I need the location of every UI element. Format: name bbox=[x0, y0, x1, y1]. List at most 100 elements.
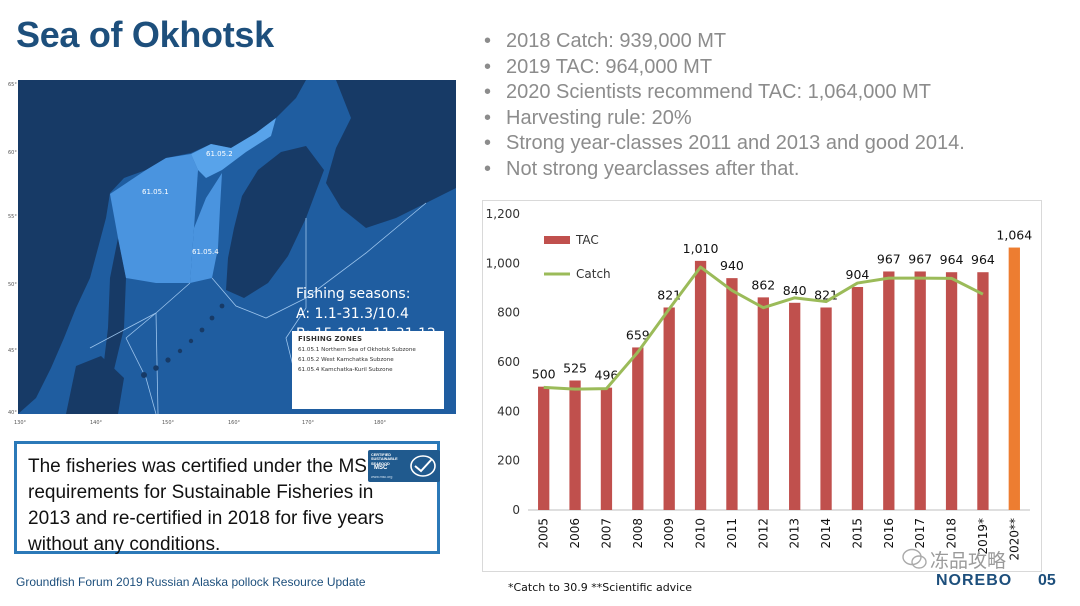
bar-data-label: 967 bbox=[877, 251, 901, 266]
chart-footnote: *Catch to 30.9 **Scientific advice bbox=[508, 581, 693, 594]
bar-data-label: 967 bbox=[908, 251, 932, 266]
footer-source: Groundfish Forum 2019 Russian Alaska pol… bbox=[16, 575, 366, 589]
lon-label: 150° bbox=[162, 420, 175, 426]
wechat-icon bbox=[902, 548, 927, 569]
zone-label-61-05-4: 61.05.4 bbox=[192, 248, 219, 256]
map-kamchatka bbox=[226, 146, 324, 298]
brand-logo: NOREBO bbox=[936, 572, 1013, 589]
bar-data-label: 904 bbox=[846, 267, 870, 282]
key-fact-item: • 2018 Catch: 939,000 MT bbox=[484, 30, 727, 52]
bar-data-label: 964 bbox=[971, 252, 995, 267]
map-land-east bbox=[326, 80, 456, 228]
lon-label: 130° bbox=[14, 420, 27, 426]
fish-tick-icon bbox=[410, 455, 436, 477]
tac-bar bbox=[757, 297, 769, 510]
y-tick-label: 200 bbox=[497, 454, 520, 468]
map-zone-61-05-1 bbox=[110, 154, 198, 283]
lat-label: 40° bbox=[8, 410, 17, 416]
y-tick-label: 1,200 bbox=[486, 207, 520, 221]
key-fact-item: • 2019 TAC: 964,000 MT bbox=[484, 55, 713, 78]
lat-label: 50° bbox=[8, 282, 17, 288]
slide-title: Sea of Okhotsk bbox=[16, 14, 274, 55]
y-tick-label: 800 bbox=[497, 306, 520, 320]
page-number: 05 bbox=[1038, 572, 1056, 589]
y-tick-label: 400 bbox=[497, 404, 520, 418]
lat-label: 55° bbox=[8, 214, 17, 220]
legend-tac-label: TAC bbox=[575, 233, 599, 247]
bar-data-label: 496 bbox=[595, 368, 619, 383]
tac-bar bbox=[726, 278, 738, 510]
msc-logo-tagline: CERTIFIED SUSTAINABLE SEAFOOD bbox=[371, 453, 398, 466]
map-zone-61-05-4 bbox=[190, 173, 222, 283]
tac-catch-chart: 0 200 400 600 800 1,000 1,200 500 525 496 659 821 1,… bbox=[482, 200, 1042, 572]
tac-bar bbox=[600, 387, 613, 510]
y-tick-label: 0 bbox=[512, 503, 520, 517]
x-tick-label: 2015 bbox=[850, 518, 864, 549]
lat-label: 60° bbox=[8, 150, 17, 156]
tac-bar bbox=[569, 380, 581, 510]
bar-data-label: 940 bbox=[720, 258, 744, 273]
tac-bar bbox=[883, 271, 895, 510]
map-zone-labels: 61.05.2 61.05.1 61.05.4 bbox=[142, 150, 233, 256]
x-tick-label: 2009 bbox=[662, 518, 676, 549]
tac-bar bbox=[694, 260, 707, 510]
map-land-mainland bbox=[18, 80, 306, 414]
bar-data-label: 840 bbox=[783, 283, 807, 298]
tac-bar bbox=[789, 302, 801, 510]
lat-label: 45° bbox=[8, 348, 17, 354]
key-fact-item: • Strong year-classes 2011 and 2013 and g… bbox=[484, 132, 965, 154]
fishing-seasons-heading: Fishing seasons: bbox=[296, 286, 411, 302]
key-fact-item: • Harvesting rule: 20% bbox=[484, 106, 692, 129]
key-fact-item: • 2020 Scientists recommend TAC: 1,064,00… bbox=[484, 81, 932, 103]
lon-label: 160° bbox=[228, 420, 241, 426]
zone-label-61-05-2: 61.05.2 bbox=[206, 150, 233, 158]
lon-label: 140° bbox=[90, 420, 103, 426]
x-tick-label: 2007 bbox=[599, 518, 613, 549]
fishing-zones-heading: FISHING ZONES bbox=[298, 335, 363, 343]
x-tick-label: 2016 bbox=[882, 518, 896, 549]
map-japan bbox=[66, 356, 124, 414]
msc-logo-url: www.msc.org bbox=[371, 475, 393, 479]
bar-data-label: 862 bbox=[751, 277, 775, 292]
y-tick-label: 1,000 bbox=[486, 256, 520, 270]
x-tick-label: 2011 bbox=[725, 518, 739, 549]
x-tick-label: 2010 bbox=[694, 518, 708, 549]
bar-data-label: 500 bbox=[532, 367, 556, 382]
fishing-season-a: A: 1.1-31.3/10.4 bbox=[296, 306, 409, 322]
map-kuril-islands bbox=[141, 303, 225, 378]
tac-bar bbox=[820, 307, 832, 510]
x-tick-label: 2013 bbox=[788, 518, 802, 549]
bar-data-label: 964 bbox=[940, 252, 964, 267]
msc-logo-name: MSC bbox=[374, 465, 388, 471]
map-zone-boundaries bbox=[89, 202, 427, 415]
msc-certification-box: The fisheries was certified under the MS… bbox=[14, 441, 440, 555]
map-graphic: 61.05.2 61.05.1 61.05.4 bbox=[18, 80, 456, 415]
tac-bar bbox=[1008, 247, 1020, 510]
tac-bar bbox=[945, 272, 958, 510]
msc-logo: CERTIFIED SUSTAINABLE SEAFOOD MSC www.ms… bbox=[368, 450, 440, 482]
bar-data-label: 659 bbox=[626, 327, 650, 342]
bar-data-label: 525 bbox=[563, 361, 587, 376]
tac-bar bbox=[914, 271, 926, 510]
tac-bar bbox=[663, 307, 675, 510]
legend-tac-swatch bbox=[544, 236, 570, 244]
x-tick-label: 2019* bbox=[976, 518, 990, 555]
tac-bar bbox=[851, 287, 864, 510]
x-tick-label: 2005 bbox=[537, 518, 551, 549]
map-sakhalin bbox=[102, 238, 126, 378]
bar-data-label: 1,010 bbox=[683, 241, 719, 256]
certification-text: The fisheries was certified under the MS… bbox=[28, 456, 384, 555]
lat-label: 65° bbox=[8, 82, 17, 88]
okhotsk-map: 61.05.2 61.05.1 61.05.4 65° 60° 55° 50° … bbox=[6, 78, 456, 430]
key-fact-item: • Not strong yearclasses after that. bbox=[484, 157, 800, 180]
fishing-zone-item: 61.05.4 Kamchatka-Kuril Subzone bbox=[298, 367, 393, 373]
map-zone-61-05-2 bbox=[191, 118, 276, 178]
legend-catch-label: Catch bbox=[576, 267, 611, 281]
lon-label: 180° bbox=[374, 420, 387, 426]
lon-label: 170° bbox=[302, 420, 315, 426]
x-tick-label: 2017 bbox=[913, 518, 927, 549]
x-tick-label: 2006 bbox=[568, 518, 582, 549]
x-tick-label: 2018 bbox=[945, 518, 959, 549]
bar-data-label: 1,064 bbox=[996, 228, 1032, 243]
